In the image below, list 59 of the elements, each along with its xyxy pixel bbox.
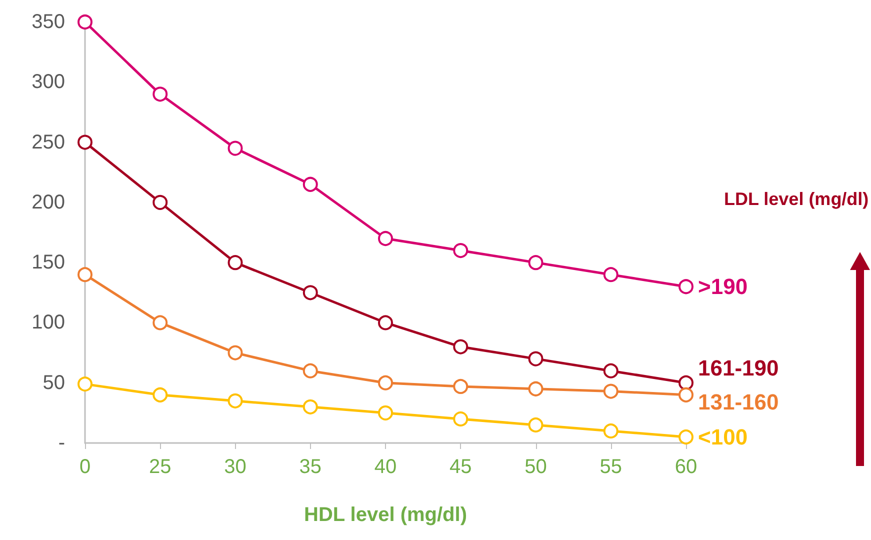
point — [678, 387, 694, 402]
y-tick-label: 200 — [32, 191, 65, 214]
point — [78, 134, 92, 150]
x-tick-label: 0 — [79, 456, 91, 478]
x-tick-label: 35 — [299, 456, 322, 478]
point — [152, 194, 168, 210]
point — [603, 423, 618, 438]
y-tick-label: 250 — [32, 131, 65, 154]
y-tick-label: 150 — [32, 252, 65, 274]
x-tick-label: 50 — [524, 456, 547, 478]
point — [453, 378, 468, 394]
point — [228, 345, 243, 360]
x-tick-label: 25 — [149, 456, 172, 478]
legend-title: LDL level (mg/dl) — [724, 189, 869, 209]
series-label: >190 — [698, 274, 748, 300]
point — [528, 417, 544, 432]
point — [603, 384, 618, 399]
point — [378, 231, 393, 246]
y-tick-label: - — [58, 432, 65, 454]
point — [678, 279, 694, 294]
point — [378, 375, 393, 390]
y-tick-label: 300 — [32, 71, 65, 94]
x-tick-label: 40 — [374, 456, 397, 478]
point — [152, 86, 168, 102]
series-label: 161-190 — [698, 355, 779, 380]
y-tick-label: 50 — [42, 372, 65, 394]
point — [302, 399, 318, 414]
point — [78, 376, 92, 392]
point — [678, 375, 694, 390]
point — [152, 387, 168, 402]
point — [152, 315, 168, 330]
x-tick-label: 30 — [224, 456, 246, 478]
y-tick-label: 350 — [32, 11, 65, 33]
point — [302, 363, 318, 378]
y-tick-label: 100 — [32, 312, 65, 334]
point — [78, 14, 92, 30]
point — [378, 405, 393, 420]
point — [603, 363, 618, 378]
point — [453, 339, 468, 354]
point — [228, 140, 243, 156]
point — [453, 411, 468, 426]
x-tick-label: 55 — [600, 456, 622, 478]
point — [228, 393, 243, 408]
point — [528, 255, 544, 270]
point — [302, 176, 318, 192]
point — [302, 285, 318, 300]
series-label: 131-160 — [698, 389, 779, 414]
point — [78, 267, 92, 282]
point — [378, 315, 393, 330]
point — [453, 243, 468, 258]
point — [603, 267, 618, 282]
point — [528, 351, 544, 366]
x-axis-title: HDL level (mg/dl) — [304, 504, 467, 526]
point — [678, 429, 694, 444]
point — [528, 381, 544, 396]
x-tick-label: 45 — [450, 456, 472, 478]
x-tick-label: 60 — [674, 456, 698, 478]
point — [228, 255, 243, 270]
series-label: <100 — [698, 424, 748, 450]
